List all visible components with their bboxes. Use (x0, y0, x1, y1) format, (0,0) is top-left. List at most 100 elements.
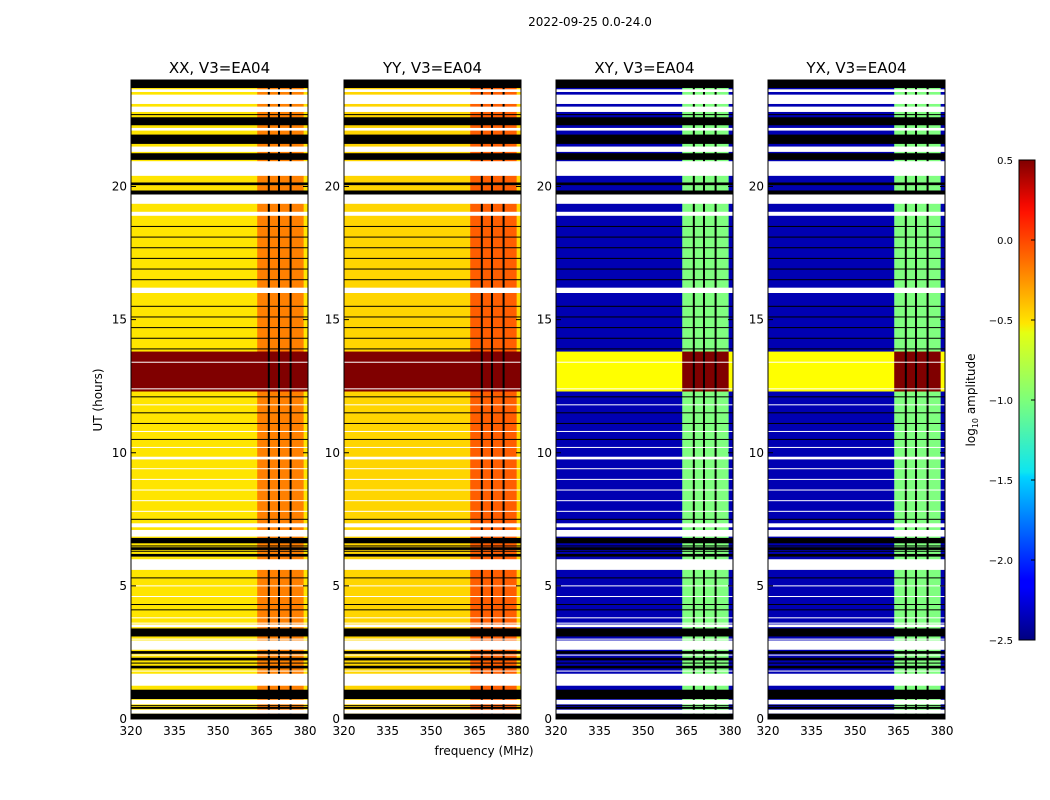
flag-band-white (768, 161, 945, 176)
flag-line (344, 545, 521, 547)
flag-band-black (131, 651, 308, 654)
flag-line (768, 430, 945, 432)
flag-line (768, 478, 945, 480)
flag-line (131, 609, 308, 611)
y-tick-label: 0 (544, 712, 552, 726)
rfi-subband-edge (502, 80, 505, 719)
flag-line (556, 396, 733, 398)
x-tick-label: 380 (294, 724, 317, 738)
flag-line (344, 500, 521, 502)
flag-band-white (556, 106, 733, 112)
flag-band-white (768, 640, 945, 650)
flag-band-white (344, 640, 521, 650)
y-tick-label: 10 (537, 446, 552, 460)
figure-title: 2022-09-25 0.0-24.0 (528, 15, 652, 29)
y-tick-label: 0 (756, 712, 764, 726)
flag-line (556, 388, 733, 390)
flag-band-white (768, 94, 945, 104)
flag-line (768, 438, 945, 440)
flag-line (556, 257, 733, 259)
colorbar: 0.5 0.0 −0.5 −1.0 −1.5 −2.0 −2.5 log10 amplitu… (964, 156, 1036, 647)
flag-band-black (131, 182, 308, 186)
flag-band-white (131, 127, 308, 131)
flag-line (131, 305, 308, 307)
flag-band-black (556, 657, 733, 661)
flag-line (556, 638, 733, 640)
flag-band-white (131, 523, 308, 528)
flag-band-black (131, 80, 308, 88)
flag-band-white (556, 624, 733, 628)
flag-band-white (768, 709, 945, 714)
flag-line (556, 585, 733, 587)
flag-line (768, 577, 945, 579)
flag-line (344, 596, 521, 598)
flag-line (768, 670, 945, 672)
y-tick-label: 15 (749, 313, 764, 327)
flag-line (344, 622, 521, 624)
flag-band-black (131, 547, 308, 550)
flag-band-white (344, 106, 521, 112)
flag-line (556, 404, 733, 406)
flag-line (768, 396, 945, 398)
flag-line (131, 518, 308, 520)
colorbar-tick-label: −1.0 (989, 396, 1013, 407)
flag-line (344, 348, 521, 350)
flag-line (768, 114, 945, 116)
flag-line (556, 446, 733, 448)
flag-band-white (344, 456, 521, 460)
flag-band-black (556, 190, 733, 195)
rfi-subband-edge (277, 80, 280, 719)
flag-band-white (556, 559, 733, 570)
flag-band-black (768, 80, 945, 88)
colorbar-label: log10 amplitude (964, 354, 980, 447)
flag-line (768, 446, 945, 448)
y-tick-label: 5 (119, 579, 127, 593)
x-tick-label: 365 (887, 724, 910, 738)
colorbar-tick-label: 0.5 (997, 156, 1013, 167)
flag-band-black (556, 628, 733, 637)
flag-line (344, 654, 521, 656)
flag-line (556, 662, 733, 664)
strong-emission-core (257, 351, 304, 392)
flag-line (344, 327, 521, 329)
y-tick-label: 15 (537, 313, 552, 327)
flag-band-white (131, 699, 308, 705)
y-tick-label: 20 (537, 180, 552, 194)
flag-line (768, 247, 945, 249)
x-tick-label: 335 (800, 724, 823, 738)
flag-band-black (131, 665, 308, 669)
y-tick-label: 0 (119, 712, 127, 726)
flag-band-white (344, 624, 521, 628)
panel-frame (555, 79, 734, 720)
flag-line (131, 510, 308, 512)
flag-band-white (556, 127, 733, 131)
flag-line (131, 500, 308, 502)
flag-band-black (131, 657, 308, 661)
flag-line (556, 478, 733, 480)
flag-line (344, 396, 521, 398)
flag-band-black (344, 628, 521, 637)
flag-line (131, 396, 308, 398)
flag-line (556, 670, 733, 672)
flag-band-black (768, 553, 945, 557)
flag-line (131, 604, 308, 606)
flag-line (131, 662, 308, 664)
rfi-subband-edge (289, 80, 292, 719)
flag-line (768, 617, 945, 619)
flag-line (131, 316, 308, 318)
flag-band-white (344, 699, 521, 705)
flag-line (768, 412, 945, 414)
y-tick-label: 10 (325, 446, 340, 460)
flag-line (131, 327, 308, 329)
flag-line (344, 225, 521, 227)
flag-line (131, 585, 308, 587)
flag-band-black (131, 134, 308, 144)
flag-band-white (131, 456, 308, 460)
colorbar-tick-label: −2.0 (989, 556, 1013, 567)
flag-line (556, 518, 733, 520)
strong-emission-core (682, 351, 729, 392)
flag-band-white (556, 146, 733, 152)
flag-line (344, 388, 521, 390)
panel-4: YX, V3=EA04 320 335 350 365 380 0 5 10 15 20 (749, 59, 954, 738)
